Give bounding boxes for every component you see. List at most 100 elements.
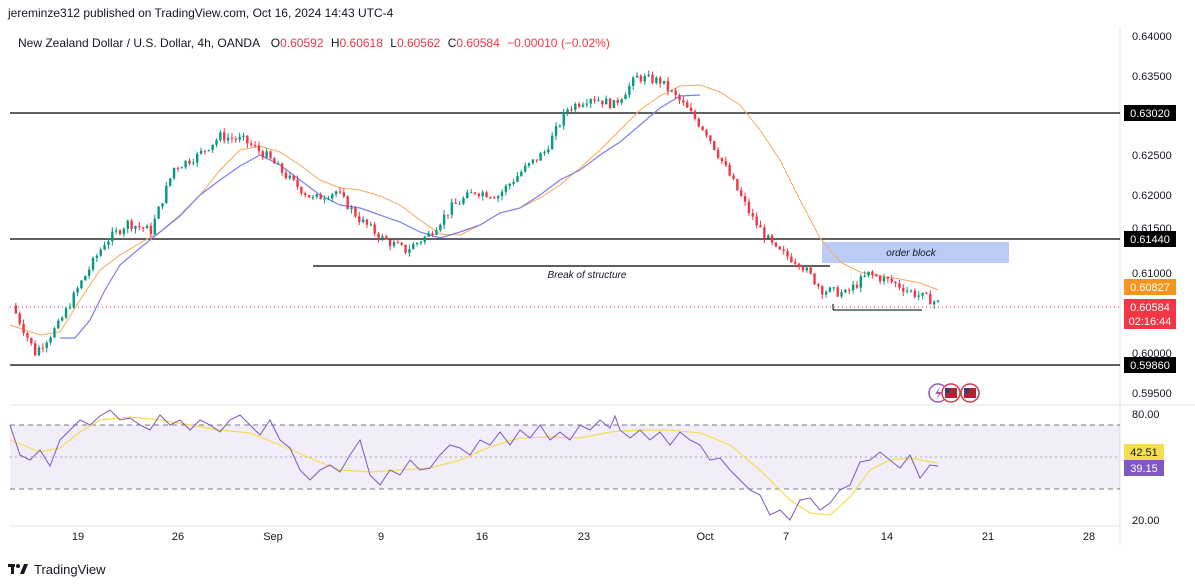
candle-body xyxy=(458,203,461,205)
candle-body xyxy=(821,286,824,295)
candle-body xyxy=(701,126,704,131)
candle-body xyxy=(686,102,689,108)
nzd-flag-stripes xyxy=(964,388,976,398)
candle-body xyxy=(242,135,245,137)
events-markers[interactable] xyxy=(928,383,980,403)
candle-body xyxy=(230,137,234,139)
level-badge-label: 0.61440 xyxy=(1130,234,1170,246)
candle-body xyxy=(539,153,542,161)
candle-body xyxy=(53,328,56,338)
candle-body xyxy=(415,242,419,245)
last-price-label: 0.60584 xyxy=(1130,302,1170,314)
x-tick: 9 xyxy=(378,531,384,543)
y-tick: 0.63500 xyxy=(1132,71,1172,83)
candle-body xyxy=(716,149,720,158)
candle-body xyxy=(385,236,388,240)
candle-body xyxy=(496,196,500,199)
candle-body xyxy=(49,337,52,343)
candle-body xyxy=(794,262,797,264)
candle-body xyxy=(890,278,893,282)
rsi-y-tick: 20.00 xyxy=(1132,515,1160,527)
candle-body xyxy=(886,277,890,279)
candle-body xyxy=(466,192,469,199)
candle-body xyxy=(334,191,338,195)
candle-body xyxy=(670,90,673,92)
candle-body xyxy=(504,185,508,192)
candle-body xyxy=(18,313,21,324)
candle-body xyxy=(300,186,303,194)
candle-body xyxy=(103,245,106,250)
candle-body xyxy=(859,276,863,288)
change-value: −0.00010 (−0.02%) xyxy=(507,36,610,50)
candle-body xyxy=(315,194,319,197)
candle-body xyxy=(234,138,237,140)
last-price-badge xyxy=(1124,299,1176,329)
usd-flag-canton xyxy=(945,388,950,393)
candle-body xyxy=(99,249,102,256)
candle-body xyxy=(396,242,400,244)
candle-body xyxy=(693,111,697,119)
candle-body xyxy=(662,80,666,84)
candle-body xyxy=(269,151,272,159)
level-badge xyxy=(1124,357,1176,373)
level-badge xyxy=(1124,231,1176,247)
candle-body xyxy=(419,241,423,243)
candle-body xyxy=(913,290,917,297)
candle-body xyxy=(674,90,677,95)
candle-body xyxy=(87,269,91,276)
candle-body xyxy=(296,179,299,187)
candle-body xyxy=(678,94,681,101)
candle-body xyxy=(936,300,940,302)
candle-body xyxy=(188,160,191,164)
candle-body xyxy=(284,172,288,179)
order-block-zone[interactable] xyxy=(822,242,1009,263)
candle-body xyxy=(790,256,793,263)
candle-body xyxy=(844,289,847,293)
candle-body xyxy=(33,343,37,356)
candle-body xyxy=(682,100,685,103)
candle-body xyxy=(26,333,29,338)
rsi-y-tick: 80.00 xyxy=(1132,409,1160,421)
candle-body xyxy=(30,337,33,344)
candle-body xyxy=(250,143,253,145)
candle-body xyxy=(566,109,569,113)
candle-body xyxy=(824,291,828,295)
candle-body xyxy=(659,77,662,84)
candle-body xyxy=(855,284,859,288)
candle-body xyxy=(462,198,465,204)
candle-body xyxy=(76,288,79,293)
candle-body xyxy=(439,224,442,231)
candle-body xyxy=(774,242,778,247)
candle-body xyxy=(639,75,643,82)
rsi-ma-badge xyxy=(1124,444,1164,460)
candle-body xyxy=(817,284,820,287)
candle-body xyxy=(358,216,361,223)
x-tick: 21 xyxy=(982,531,994,543)
candle-body xyxy=(601,100,604,105)
candle-body xyxy=(531,159,535,163)
candle-body xyxy=(338,191,342,193)
candle-body xyxy=(246,135,249,144)
candle-body xyxy=(111,231,114,242)
candle-body xyxy=(763,227,766,239)
candle-body xyxy=(446,214,450,216)
candle-body xyxy=(836,287,839,297)
candle-body xyxy=(68,307,72,309)
candle-body xyxy=(280,163,284,173)
candle-body xyxy=(740,190,743,196)
footer-brand[interactable]: TradingView xyxy=(8,559,106,579)
candle-body xyxy=(647,74,650,77)
candle-body xyxy=(373,224,376,234)
candle-body xyxy=(909,290,913,292)
candle-body xyxy=(732,175,735,179)
candle-body xyxy=(867,271,870,276)
candle-body xyxy=(45,342,48,348)
level-badge xyxy=(1124,105,1176,121)
candle-body xyxy=(666,80,670,91)
candle-body xyxy=(307,195,311,198)
symbol-legend[interactable]: New Zealand Dollar / U.S. Dollar, 4h, OA… xyxy=(18,36,610,50)
candle-body xyxy=(589,99,592,104)
candle-body xyxy=(851,284,855,291)
candle-body xyxy=(427,233,430,237)
